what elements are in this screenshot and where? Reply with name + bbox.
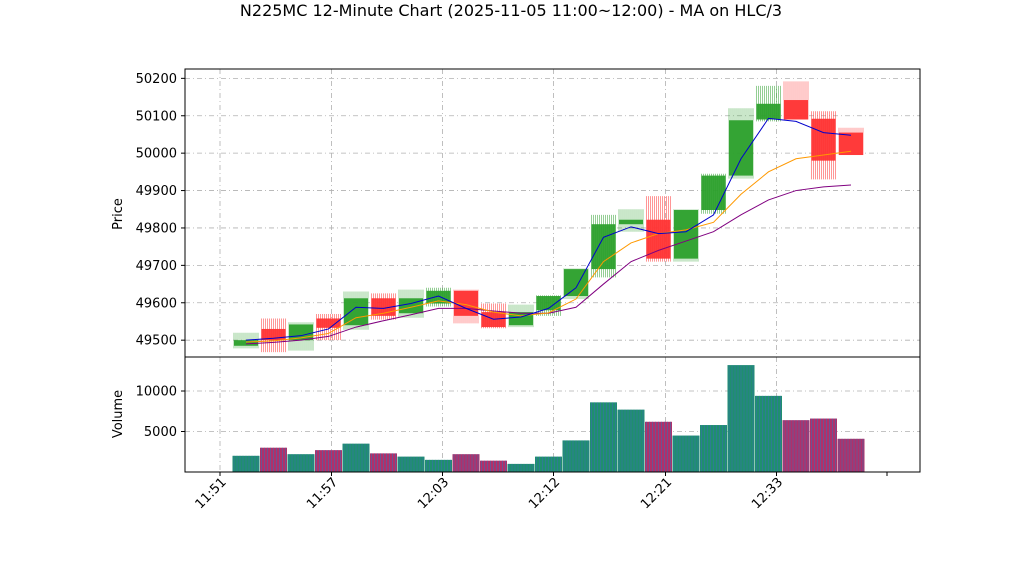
volume-bar [370, 453, 397, 472]
candle-body [756, 103, 781, 120]
chart-title: N225MC 12-Minute Chart (2025-11-05 11:00… [240, 1, 782, 20]
candle [783, 81, 809, 120]
volume-bar [562, 440, 590, 472]
price-tick-label: 49600 [136, 296, 177, 311]
x-axis-ticks: 11:51 11:57 12:03 12:12 12:21 12:33 [193, 472, 888, 512]
volume-bar [425, 459, 452, 472]
volume-bar [700, 425, 727, 472]
candle-body [784, 100, 808, 120]
volume-bar [287, 454, 315, 472]
price-tick-label: 49900 [136, 184, 177, 199]
candle-body [839, 132, 863, 156]
volume-bar [755, 395, 782, 472]
price-tick-label: 50100 [136, 109, 177, 124]
candle [261, 318, 286, 353]
volume-bars [232, 365, 865, 472]
price-tick-label: 50000 [136, 147, 177, 162]
x-tick-label: 11:51 [193, 475, 230, 512]
candle-body [729, 120, 753, 176]
candle [618, 209, 644, 232]
volume-bar [507, 463, 535, 472]
candle [838, 127, 864, 156]
candle [701, 173, 726, 214]
volume-bar [232, 455, 260, 472]
price-candles [233, 81, 864, 353]
volume-bar [452, 454, 480, 472]
volume-axis-label: Volume [111, 390, 126, 438]
candle-body [344, 298, 368, 326]
candle-body [674, 210, 698, 259]
volume-bar [782, 420, 810, 472]
volume-bar [315, 450, 342, 472]
volume-bar [837, 438, 865, 472]
candle-body [316, 318, 341, 328]
ma-mid-line [245, 150, 852, 343]
x-tick-label: 12:33 [749, 475, 786, 512]
candle [673, 209, 699, 262]
candle-body [536, 296, 561, 311]
ma-short-line [245, 117, 852, 341]
candle [343, 291, 369, 330]
candle-body [234, 340, 258, 346]
candle-body [646, 219, 671, 259]
x-tick-label: 12:21 [638, 475, 675, 512]
volume-bar [480, 460, 507, 472]
volume-bar [727, 365, 755, 472]
volume-bar [645, 421, 672, 472]
price-moving-averages [245, 117, 852, 345]
candle-body [619, 219, 643, 225]
candle [646, 196, 671, 262]
price-axis-label: Price [111, 198, 126, 230]
volume-y-ticks: 5000 10000 [136, 385, 185, 440]
x-tick-label: 12:03 [415, 475, 452, 512]
volume-bar [590, 402, 617, 472]
x-tick-label: 11:57 [304, 475, 341, 512]
candle [756, 85, 781, 122]
volume-frame [184, 356, 921, 473]
price-tick-label: 50200 [136, 72, 177, 87]
candle-body [426, 290, 451, 304]
price-panel: 49500 49600 49700 49800 49900 50000 50100 50200… [111, 68, 921, 358]
volume-panel: 5000 10000 Volume [111, 356, 921, 473]
price-tick-label: 49700 [136, 259, 177, 274]
volume-bar [342, 443, 370, 472]
volume-tick-label: 10000 [136, 385, 177, 400]
volume-bar [617, 409, 645, 472]
candle [233, 332, 259, 349]
volume-bar [397, 456, 425, 472]
volume-bar [260, 447, 287, 472]
candle [426, 287, 451, 307]
candle-body [701, 175, 726, 211]
volume-bar [810, 418, 837, 472]
candle [591, 214, 616, 278]
volume-bar [672, 435, 700, 472]
price-y-ticks: 49500 49600 49700 49800 49900 50000 50100 50200 [136, 72, 185, 349]
x-tick-label: 12:12 [526, 475, 563, 512]
price-tick-label: 49500 [136, 334, 177, 349]
candle [811, 111, 836, 180]
candle-body [261, 328, 286, 341]
price-tick-label: 49800 [136, 221, 177, 236]
volume-bar [535, 456, 562, 472]
candle [728, 108, 754, 179]
volume-tick-label: 5000 [144, 425, 177, 440]
